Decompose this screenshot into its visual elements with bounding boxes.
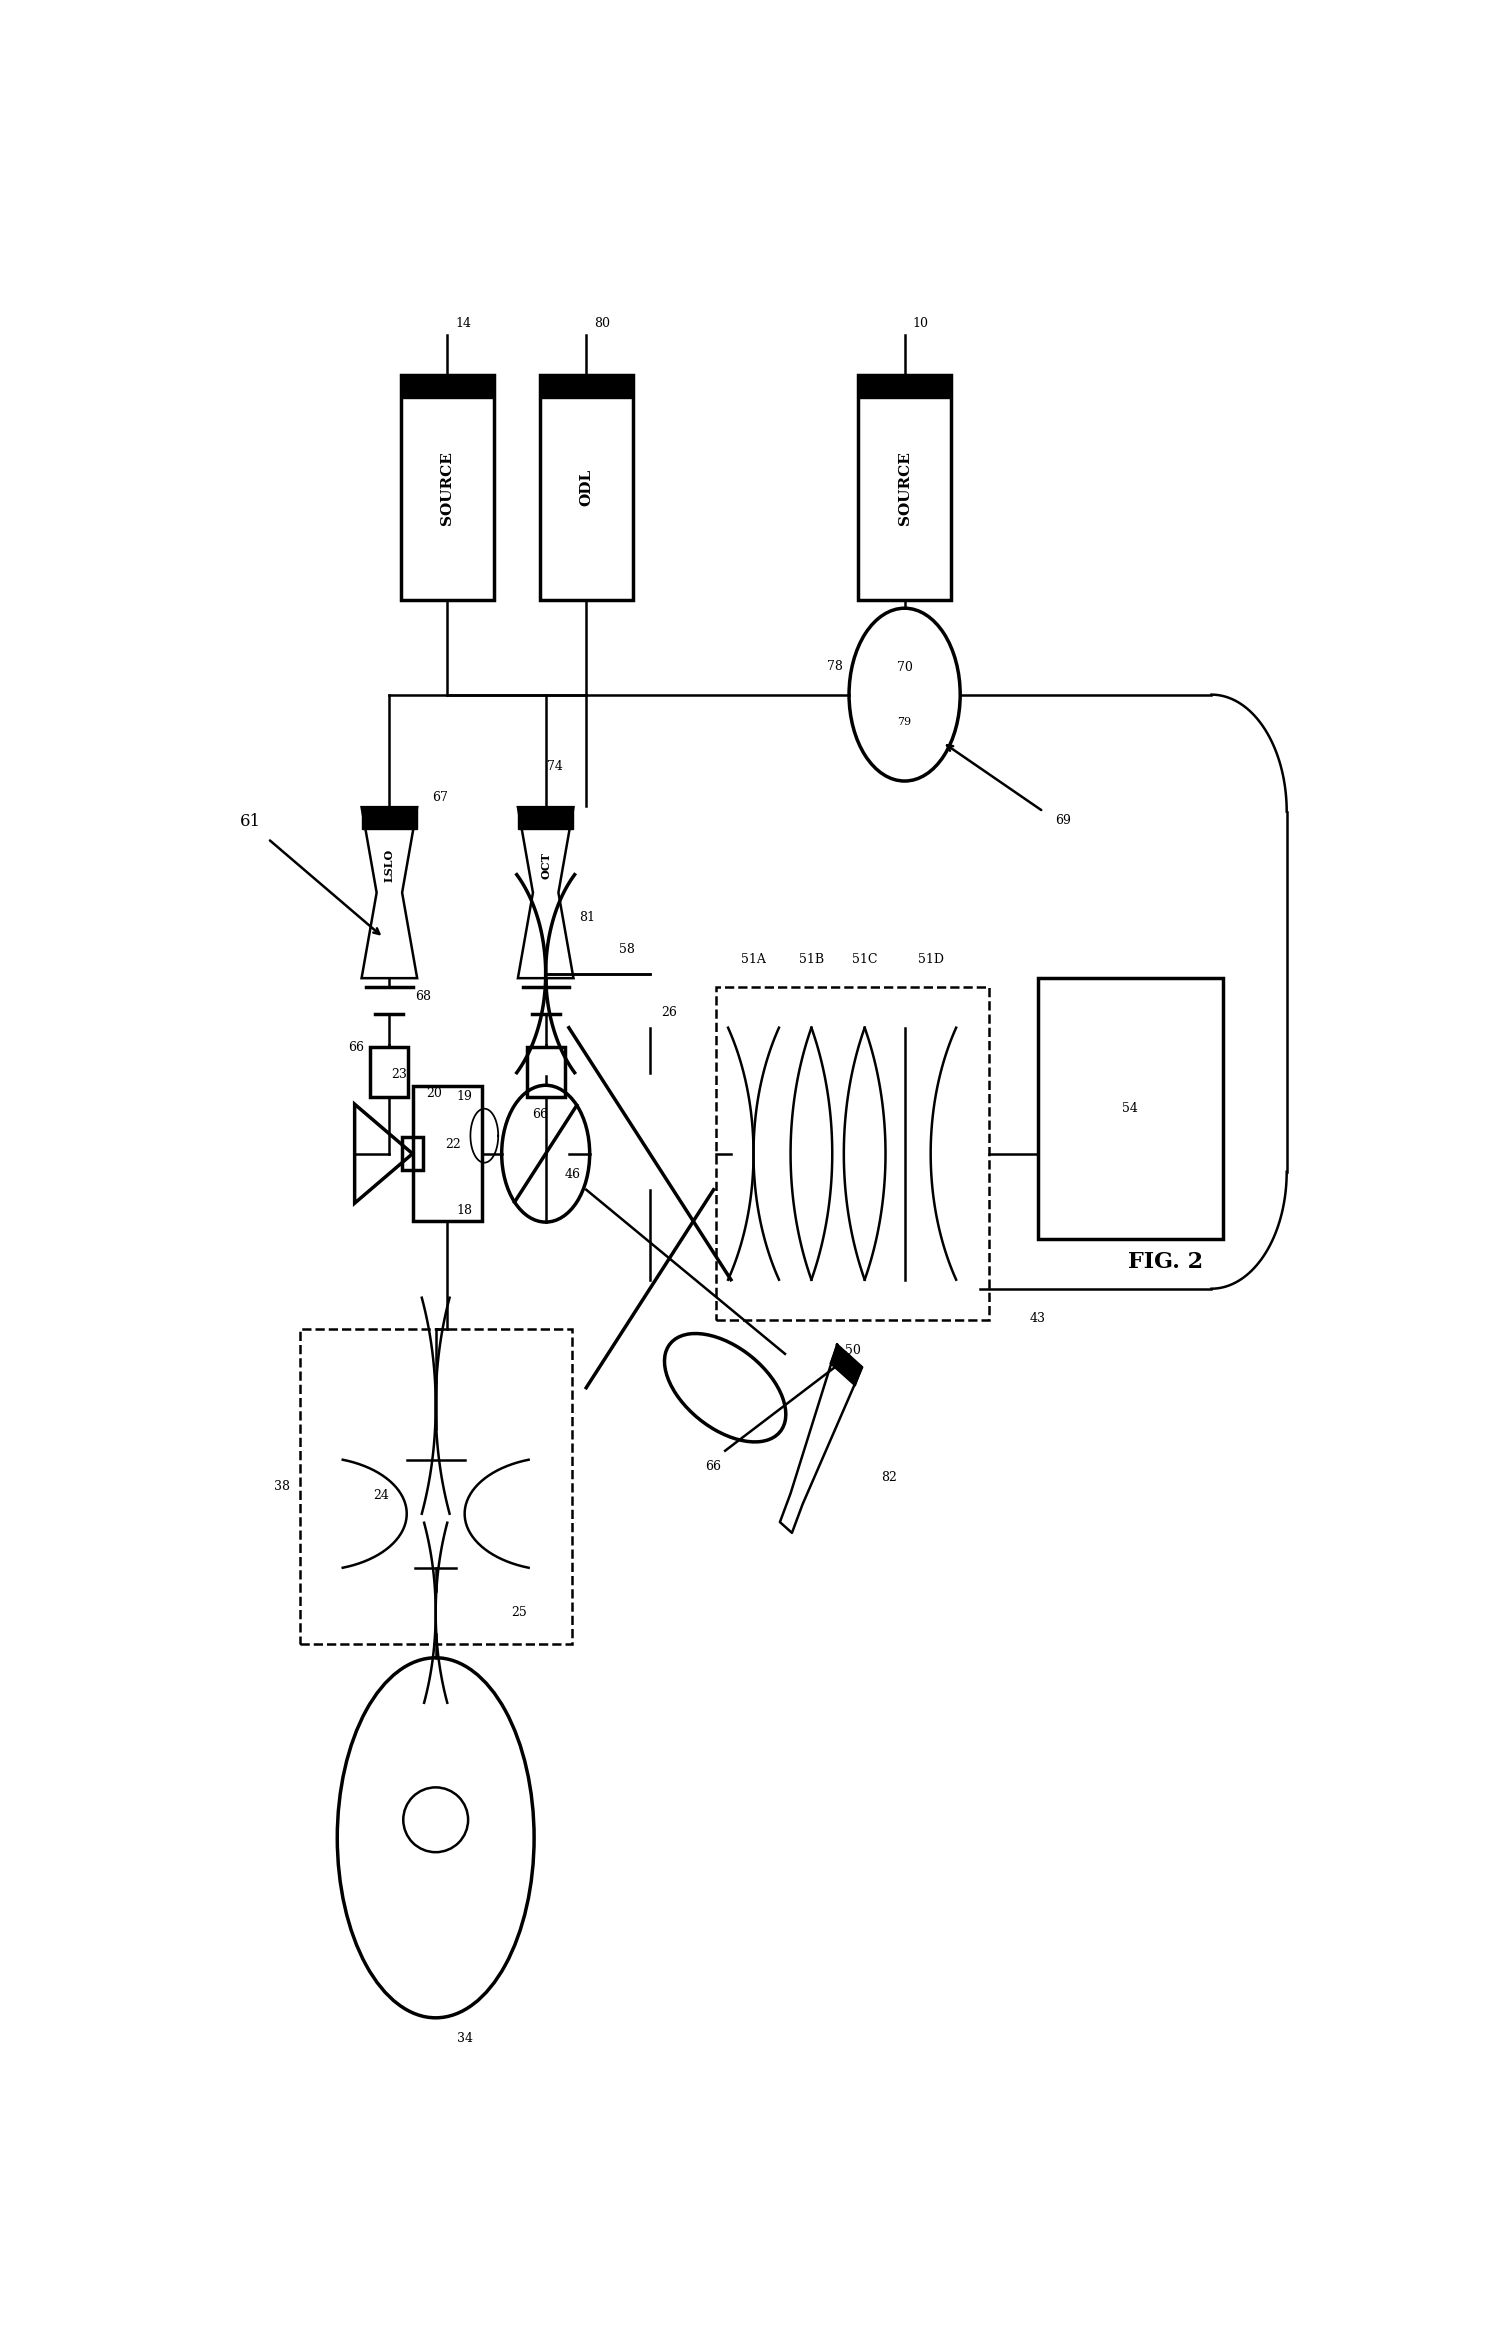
Text: SOURCE: SOURCE: [441, 451, 454, 524]
Polygon shape: [362, 807, 417, 828]
Text: LSLO: LSLO: [384, 849, 394, 881]
Polygon shape: [400, 374, 493, 397]
Text: 22: 22: [445, 1139, 462, 1150]
Text: 51B: 51B: [799, 952, 825, 966]
Text: 66: 66: [348, 1040, 365, 1054]
Text: 51C: 51C: [852, 952, 877, 966]
Bar: [371, 1047, 408, 1097]
Polygon shape: [831, 1344, 862, 1386]
Text: 78: 78: [828, 659, 843, 673]
Text: OCT: OCT: [541, 853, 551, 879]
Text: 66: 66: [705, 1459, 722, 1473]
Text: 80: 80: [595, 318, 611, 330]
Bar: [717, 987, 989, 1321]
Text: 10: 10: [913, 318, 929, 330]
Text: 81: 81: [580, 909, 595, 924]
Bar: [400, 374, 493, 601]
Text: 50: 50: [844, 1344, 861, 1356]
Text: 82: 82: [881, 1471, 898, 1485]
Text: 46: 46: [565, 1167, 581, 1181]
Text: ODL: ODL: [580, 470, 593, 507]
Polygon shape: [518, 807, 574, 828]
Text: 34: 34: [457, 2032, 472, 2046]
Text: 70: 70: [896, 662, 913, 673]
Bar: [412, 1087, 483, 1220]
Text: 69: 69: [1055, 814, 1071, 828]
Bar: [1038, 977, 1224, 1239]
Bar: [526, 1047, 565, 1097]
Bar: [402, 1139, 423, 1169]
Text: 68: 68: [415, 989, 430, 1003]
Text: 23: 23: [391, 1068, 406, 1080]
Text: 54: 54: [1122, 1101, 1138, 1115]
Text: 20: 20: [426, 1087, 442, 1099]
Text: 24: 24: [374, 1489, 390, 1503]
Text: 43: 43: [1029, 1312, 1046, 1326]
Text: 14: 14: [456, 318, 472, 330]
Text: 67: 67: [432, 790, 448, 804]
Text: SOURCE: SOURCE: [898, 451, 911, 524]
Text: 51D: 51D: [917, 952, 944, 966]
Bar: [539, 374, 632, 601]
Text: 51A: 51A: [741, 952, 766, 966]
Bar: [858, 374, 950, 601]
Text: 26: 26: [662, 1005, 677, 1019]
Text: 74: 74: [547, 760, 563, 774]
Text: 18: 18: [457, 1204, 472, 1218]
Text: 66: 66: [532, 1108, 548, 1120]
Bar: [300, 1330, 572, 1644]
Text: 58: 58: [619, 942, 635, 956]
Text: 25: 25: [511, 1606, 527, 1620]
Text: 61: 61: [241, 814, 261, 830]
Polygon shape: [539, 374, 632, 397]
Text: 19: 19: [457, 1090, 472, 1104]
Text: 38: 38: [275, 1480, 290, 1494]
Text: 79: 79: [898, 718, 911, 727]
Polygon shape: [858, 374, 952, 397]
Text: FIG. 2: FIG. 2: [1128, 1251, 1203, 1272]
